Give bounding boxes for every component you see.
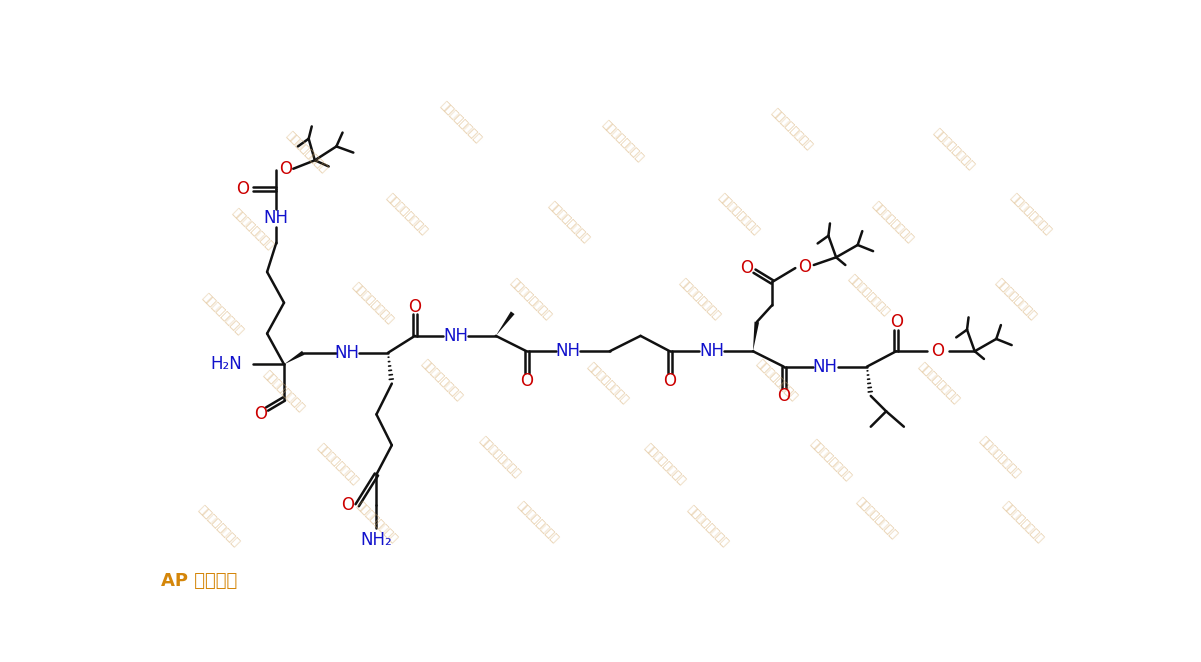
Text: 专肽生物专肽生物: 专肽生物专肽生物 — [677, 277, 722, 321]
Text: O: O — [740, 259, 753, 277]
Text: 专肽生物专肽生物: 专肽生物专肽生物 — [600, 118, 645, 164]
Text: O: O — [255, 405, 268, 424]
Text: 专肽生物专肽生物: 专肽生物专肽生物 — [316, 442, 360, 487]
Text: 专肽生物专肽生物: 专肽生物专肽生物 — [231, 207, 275, 252]
Text: 专肽生物专肽生物: 专肽生物专肽生物 — [932, 126, 976, 171]
Text: NH: NH — [699, 342, 724, 360]
Text: 专肽生物专肽生物: 专肽生物专肽生物 — [716, 192, 760, 236]
Text: 专肽生物专肽生物: 专肽生物专肽生物 — [770, 107, 814, 152]
Text: NH: NH — [443, 327, 468, 345]
Text: O: O — [279, 160, 292, 178]
Text: O: O — [663, 371, 676, 389]
Text: 专肽生物专肽生物: 专肽生物专肽生物 — [1000, 500, 1046, 544]
Text: 专肽生物专肽生物: 专肽生物专肽生物 — [351, 281, 395, 325]
Text: O: O — [235, 180, 249, 198]
Text: 专肽生物专肽生物: 专肽生物专肽生物 — [285, 130, 329, 175]
Text: 专肽生物专肽生物: 专肽生物专肽生物 — [516, 500, 561, 544]
Polygon shape — [753, 322, 759, 352]
Polygon shape — [496, 311, 514, 336]
Text: NH: NH — [813, 357, 838, 375]
Text: H₂N: H₂N — [210, 355, 241, 373]
Text: 专肽生物专肽生物: 专肽生物专肽生物 — [508, 277, 552, 321]
Text: NH₂: NH₂ — [360, 531, 393, 549]
Text: 专肽生物专肽生物: 专肽生物专肽生物 — [354, 500, 399, 544]
Text: O: O — [408, 298, 422, 316]
Text: 专肽生物专肽生物: 专肽生物专肽生物 — [643, 442, 687, 487]
Text: O: O — [931, 342, 944, 360]
Text: O: O — [890, 313, 903, 331]
Text: 专肽生物专肽生物: 专肽生物专肽生物 — [686, 504, 730, 548]
Text: NH: NH — [556, 342, 580, 360]
Text: O: O — [777, 387, 790, 405]
Text: NH: NH — [335, 344, 359, 362]
Text: 专肽生物专肽生物: 专肽生物专肽生物 — [262, 369, 306, 414]
Text: 专肽生物专肽生物: 专肽生物专肽生物 — [419, 357, 464, 402]
Text: 专肽生物专肽生物: 专肽生物专肽生物 — [993, 277, 1038, 321]
Text: 专肽生物专肽生物: 专肽生物专肽生物 — [978, 434, 1022, 479]
Text: NH: NH — [264, 209, 288, 227]
Text: 专肽生物专肽生物: 专肽生物专肽生物 — [847, 273, 891, 317]
Text: 专肽生物专肽生物: 专肽生物专肽生物 — [386, 192, 430, 236]
Text: O: O — [341, 496, 353, 514]
Text: 专肽生物专肽生物: 专肽生物专肽生物 — [201, 292, 245, 336]
Text: 专肽生物专肽生物: 专肽生物专肽生物 — [438, 99, 483, 144]
Text: 专肽生物专肽生物: 专肽生物专肽生物 — [585, 361, 629, 406]
Text: O: O — [520, 371, 533, 389]
Polygon shape — [283, 351, 305, 364]
Text: 专肽生物专肽生物: 专肽生物专肽生物 — [477, 434, 522, 479]
Text: 专肽生物专肽生物: 专肽生物专肽生物 — [754, 357, 799, 402]
Text: 专肽生物专肽生物: 专肽生物专肽生物 — [855, 496, 900, 541]
Text: O: O — [797, 258, 811, 275]
Text: 专肽生物专肽生物: 专肽生物专肽生物 — [1009, 192, 1053, 236]
Text: AP 专肽生物: AP 专肽生物 — [161, 572, 237, 590]
Text: 专肽生物专肽生物: 专肽生物专肽生物 — [196, 504, 241, 548]
Text: 专肽生物专肽生物: 专肽生物专肽生物 — [916, 361, 961, 406]
Text: 专肽生物专肽生物: 专肽生物专肽生物 — [808, 438, 853, 483]
Text: 专肽生物专肽生物: 专肽生物专肽生物 — [870, 200, 915, 244]
Text: 专肽生物专肽生物: 专肽生物专肽生物 — [546, 200, 591, 244]
